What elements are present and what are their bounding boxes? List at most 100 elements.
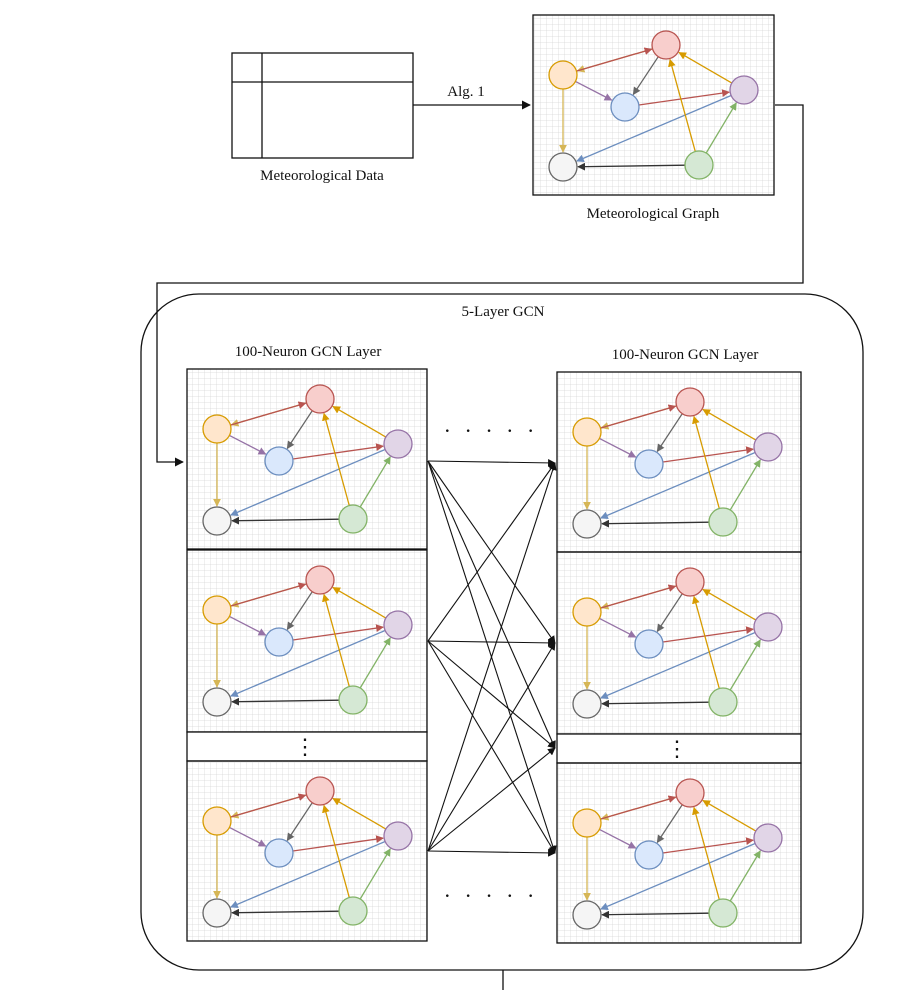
graph-edge-green-to-red [692,806,720,900]
graph-node-purple [383,821,413,851]
graph-node-orange [548,60,578,90]
graph-edge-red-to-blue [286,591,313,631]
graph-edge-orange-to-blue [229,615,267,636]
graph-node-purple [383,610,413,640]
left-ellipsis-row [186,731,428,762]
graph-edge-green-to-gray [601,699,710,708]
graph-node-blue [634,449,664,479]
graph-edge-green-to-purple [729,639,761,691]
graph-edge-green-to-gray [601,910,710,919]
graph-node-gray [202,898,232,928]
graph-node-orange [202,595,232,625]
graph-node-gray [572,900,602,930]
graph-edge-orange-to-red [230,401,307,426]
graph-node-purple [753,823,783,853]
meteorological-data-table [231,52,414,159]
graph-node-blue [264,627,294,657]
left-vertical-ellipsis: ⋮ [294,734,320,759]
meteorological-graph-label: Meteorological Graph [587,206,720,222]
graph-node-green [708,687,738,717]
graph-node-green [338,896,368,926]
graph-edge-purple-to-gray [600,631,756,699]
graph-edge-blue-to-purple [292,835,384,852]
graph-edge-orange-to-red [576,47,653,72]
gcn-block-title: 5-Layer GCN [462,304,545,320]
graph-node-red [305,384,335,414]
graph-node-gray [548,152,578,182]
graph-edge-red-to-blue [632,56,659,96]
connection-1-1 [427,459,556,467]
graph-node-purple [383,429,413,459]
graph-edge-blue-to-purple [662,626,754,643]
graph-edge-purple-to-gray [230,448,386,516]
right-neuron-graph-1 [556,371,802,553]
graph-edge-orange-to-blue [599,617,637,638]
graph-edge-green-to-gray [231,908,340,917]
graph-edge-green-to-purple [359,456,391,508]
graph-edge-orange-to-blue [575,80,613,101]
left-neuron-graph-1 [186,368,428,550]
graph-edge-purple-to-gray [230,629,386,697]
bottom-horizontal-ellipsis: · · · · · [444,883,539,908]
graph-edge-blue-to-purple [292,624,384,641]
graph-edge-orange-to-red [600,795,677,820]
graph-edge-green-to-purple [729,459,761,511]
graph-edge-green-to-gray [601,519,710,528]
graph-node-green [708,898,738,928]
graph-edge-green-to-red [668,58,696,152]
right-layer-title: 100-Neuron GCN Layer [612,347,759,363]
connection-2-2 [427,639,556,647]
graph-edge-purple-to-red [332,797,387,830]
right-vertical-ellipsis: ⋮ [666,736,692,761]
graph-node-blue [610,92,640,122]
graph-edge-red-to-blue [286,802,313,842]
graph-edge-orange-to-blue [599,828,637,849]
graph-edge-purple-to-red [702,408,757,441]
graph-edge-purple-to-gray [576,94,732,162]
graph-edge-orange-to-blue [229,826,267,847]
graph-node-red [651,30,681,60]
graph-node-orange [202,414,232,444]
right-neuron-graph-3 [556,762,802,944]
connection-3-4 [427,849,556,857]
graph-edge-green-to-red [322,804,350,898]
gcn-block-container [140,293,864,971]
graph-edge-green-to-purple [359,637,391,689]
algorithm-label: Alg. 1 [447,84,485,100]
graph-edge-red-to-blue [286,410,313,450]
graph-edge-purple-to-red [332,586,387,619]
graph-node-gray [572,509,602,539]
graph-node-purple [753,432,783,462]
left-layer-title: 100-Neuron GCN Layer [235,344,382,360]
meteorological-graph-panel [532,14,775,196]
graph-edge-green-to-red [322,412,350,506]
graph-edge-red-to-blue [656,593,683,633]
graph-node-red [305,565,335,595]
left-neuron-graph-3 [186,760,428,942]
graph-edge-green-to-gray [231,516,340,525]
top-horizontal-ellipsis: · · · · · [444,418,539,443]
graph-node-gray [572,689,602,719]
graph-node-purple [753,612,783,642]
left-gcn-column: ⋮ [186,368,428,942]
graph-node-green [708,507,738,537]
graph-edge-purple-to-red [678,51,733,84]
graph-edge-purple-to-gray [600,451,756,519]
graph-node-green [338,504,368,534]
graph-node-red [305,776,335,806]
graph-edge-green-to-purple [729,850,761,902]
graph-edge-orange-to-blue [599,437,637,458]
graph-edge-red-to-blue [656,804,683,844]
connection-2-1 [427,462,556,642]
graph-node-red [675,387,705,417]
graph-edge-green-to-purple [359,848,391,900]
graph-node-green [684,150,714,180]
layer-connections [427,459,557,857]
connection-3-2 [427,642,556,852]
graph-node-green [338,685,368,715]
graph-to-gcn-connector [156,104,804,467]
connection-2-3 [427,640,556,749]
graph-node-red [675,567,705,597]
graph-node-red [675,778,705,808]
